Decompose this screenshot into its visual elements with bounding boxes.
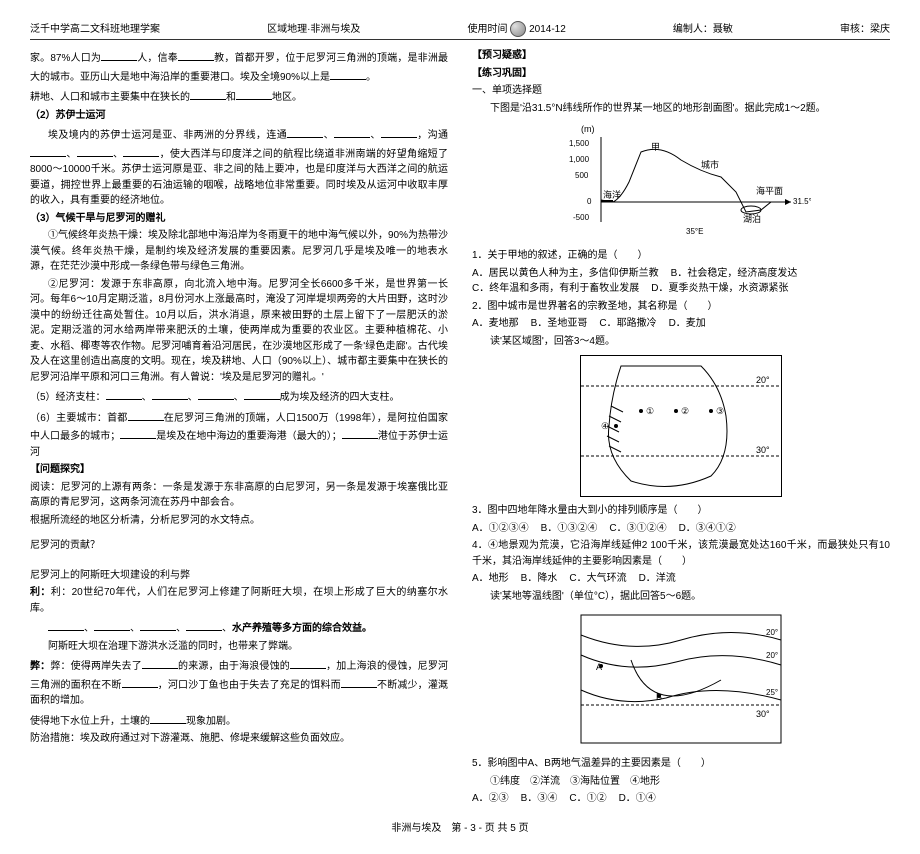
para-2: 耕地、人口和城市主要集中在狭长的和地区。 [30, 87, 448, 106]
sec-3: （3）气候干旱与尼罗河的赠礼 [30, 211, 448, 227]
svg-text:20°: 20° [766, 628, 778, 637]
q2-choices: A．麦地那B．圣地亚哥C．耶路撒冷D．麦加 [472, 316, 890, 332]
svg-text:③: ③ [716, 406, 724, 416]
profile-chart: (m) 1,500 1,000 500 0 -500 海洋 甲 城市 海平面 湖… [551, 122, 811, 242]
sec-2-body: 埃及境内的苏伊士运河是亚、非两洲的分界线，连通、、，沟通、、，使大西洋与印度洋之… [30, 125, 448, 209]
page-footer: 非洲与埃及 第 - 3 - 页 共 5 页 [30, 819, 890, 834]
svg-text:甲: 甲 [651, 142, 660, 152]
svg-text:30°: 30° [756, 709, 770, 719]
dam-bi: 弊：弊：使得两岸失去了的来源，由于海浪侵蚀的，加上海浪的侵蚀，尼罗河三角洲的面积… [30, 656, 448, 709]
svg-text:31.5°N: 31.5°N [793, 197, 811, 206]
svg-text:湖泊: 湖泊 [743, 214, 761, 224]
svg-text:35°E: 35°E [686, 227, 703, 236]
sec1-title: 一、单项选择题 [472, 83, 890, 99]
page-header: 泛千中学高二文科班地理学案 区域地理·非洲与埃及 使用时间 2014-12 编制… [30, 20, 890, 40]
svg-text:500: 500 [575, 171, 589, 180]
intro1: 下图是'沿31.5°N纬线所作的世界某一地区的地形剖面图'。据此完成1～2题。 [472, 101, 890, 117]
q5-sub: ①纬度 ②洋流 ③海陆位置 ④地形 [472, 774, 890, 790]
region-map: 20° 30° ① ② ③ ④ [580, 355, 782, 497]
svg-text:城市: 城市 [701, 159, 719, 170]
right-column: 【预习疑惑】 【练习巩固】 一、单项选择题 下图是'沿31.5°N纬线所作的世界… [472, 46, 890, 809]
svg-text:-500: -500 [573, 213, 590, 222]
preview-title: 【预习疑惑】 [472, 48, 890, 64]
sec-6: （6）主要城市：首都在尼罗河三角洲的顶端，人口1500万（1998年），是阿拉伯… [30, 408, 448, 461]
q5-choices: A．②③B．③④C．①②D．①④ [472, 791, 890, 807]
para-1: 家。87%人口为人，信奉教，首都开罗，位于尼罗河三角洲的顶端，是非洲最大的城市。… [30, 48, 448, 85]
dam-bi2: 使得地下水位上升，土壤的现象加剧。 [30, 711, 448, 730]
read3: 读'某地等温线图'（单位°C），据此回答5～6题。 [472, 589, 890, 605]
svg-text:(m): (m) [581, 124, 595, 134]
wenti-body: 阅读：尼罗河的上源有两条：一条是发源于东非高原的白尼罗河，另一条是发源于埃塞俄比… [30, 480, 448, 511]
main-columns: 家。87%人口为人，信奉教，首都开罗，位于尼罗河三角洲的顶端，是非洲最大的城市。… [30, 46, 890, 809]
nile-q: 尼罗河的贡献？ [30, 538, 448, 554]
q3-choices: A．①②③④B．①③②④C．③①②④D．③④①② [472, 521, 890, 537]
sec-5: （5）经济支柱：、、、成为埃及经济的四大支柱。 [30, 387, 448, 406]
svg-text:20°: 20° [766, 651, 778, 660]
q1: 1．关于甲地的叙述，正确的是（ ） [472, 248, 890, 264]
q1-choices: A．居民以黄色人种为主，多信仰伊斯兰教B．社会稳定，经济高度发达 C．终年温和多… [472, 266, 890, 297]
svg-text:1,000: 1,000 [569, 155, 590, 164]
sec-3-body1: ①气候终年炎热干燥：埃及除北部地中海沿岸为冬雨夏干的地中海气候以外，90%为热带… [30, 228, 448, 275]
svg-text:30°: 30° [756, 445, 770, 455]
profile-svg: (m) 1,500 1,000 500 0 -500 海洋 甲 城市 海平面 湖… [551, 122, 811, 242]
practice-title: 【练习巩固】 [472, 66, 890, 82]
dam-title: 尼罗河上的阿斯旺大坝建设的利与弊 [30, 568, 448, 584]
left-column: 家。87%人口为人，信奉教，首都开罗，位于尼罗河三角洲的顶端，是非洲最大的城市。… [30, 46, 448, 809]
svg-text:海洋: 海洋 [603, 189, 621, 200]
header-left: 泛千中学高二文科班地理学案 [30, 20, 160, 37]
q3: 3．图中四地年降水量由大到小的排列顺序是（ ） [472, 503, 890, 519]
globe-icon [510, 21, 526, 37]
wenti-title: 【问题探究】 [30, 462, 448, 478]
wenti-body2: 根据所流经的地区分析清，分析尼罗河的水文特点。 [30, 513, 448, 529]
header-mid2: 使用时间 2014-12 [468, 20, 566, 37]
q2: 2．图中城市是世界著名的宗教圣地，其名称是（ ） [472, 299, 890, 315]
header-mid1: 区域地理·非洲与埃及 [267, 20, 360, 37]
svg-text:①: ① [646, 406, 654, 416]
header-editor: 编制人：聂敏 [673, 20, 733, 37]
svg-text:20°: 20° [756, 375, 770, 385]
dam-li3: 阿斯旺大坝在治理下游洪水泛滥的同时，也带来了弊端。 [30, 639, 448, 655]
svg-text:②: ② [681, 406, 689, 416]
svg-text:海平面: 海平面 [756, 185, 783, 196]
q4: 4．④地景观为荒漠，它沿海岸线延伸2 100千米，该荒漠最宽处达160千米，而最… [472, 538, 890, 569]
svg-text:25°: 25° [766, 688, 778, 697]
isotherm-map: 30° 20° 20° 25° A B [571, 610, 791, 750]
read2: 读'某区域图'，回答3～4题。 [472, 334, 890, 350]
dam-li: 利：利：20世纪70年代，人们在尼罗河上修建了阿斯旺大坝，在坝上形成了巨大的纳塞… [30, 585, 448, 616]
prevent: 防治措施：埃及政府通过对下游灌溉、施肥、修堤来缓解这些负面效应。 [30, 731, 448, 747]
sec-2: （2）苏伊士运河 [30, 108, 448, 124]
region-svg: 20° 30° ① ② ③ ④ [581, 356, 781, 496]
dam-li2: 、、、、水产养殖等多方面的综合效益。 [30, 618, 448, 637]
sec-3-body2: ②尼罗河：发源于东非高原，向北流入地中海。尼罗河全长6600多千米，是世界第一长… [30, 277, 448, 386]
q4-choices: A．地形B．降水C．大气环流D．洋流 [472, 571, 890, 587]
q5: 5．影响图中A、B两地气温差异的主要因素是（ ） [472, 756, 890, 772]
header-reviewer: 审核：梁庆 [840, 20, 890, 37]
svg-text:0: 0 [587, 197, 592, 206]
isotherm-svg: 30° 20° 20° 25° A B [571, 610, 791, 750]
svg-text:1,500: 1,500 [569, 139, 590, 148]
